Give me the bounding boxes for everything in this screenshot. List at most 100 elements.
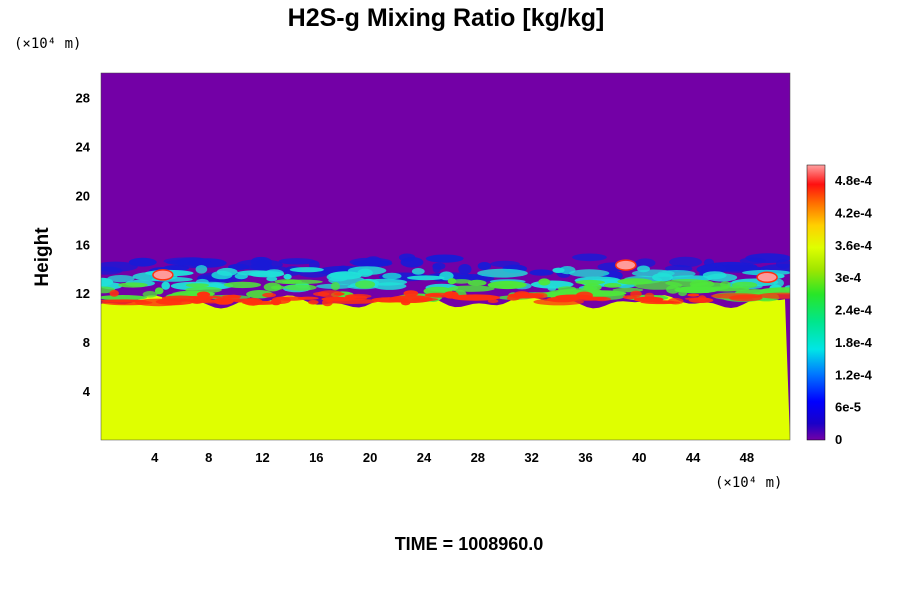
x-tick-label: 16 xyxy=(309,450,323,465)
x-tick-label: 40 xyxy=(632,450,646,465)
interface-blob xyxy=(617,278,653,285)
interface-blob xyxy=(687,293,700,297)
interface-blob xyxy=(678,290,687,297)
y-tick-label: 12 xyxy=(76,286,90,301)
interface-blob xyxy=(403,290,419,297)
interface-blob xyxy=(355,280,376,289)
interface-blob xyxy=(487,280,527,290)
interface-blob xyxy=(583,285,595,291)
colorbar-tick-label: 2.4e-4 xyxy=(835,303,873,318)
interface-blob xyxy=(458,264,472,275)
interface-blob xyxy=(154,287,164,295)
interface-blob xyxy=(266,276,278,282)
colorbar xyxy=(806,164,826,441)
interface-blob xyxy=(631,269,675,278)
interface-blob xyxy=(757,292,790,299)
interface-blob xyxy=(731,281,758,289)
interface-blob xyxy=(347,295,368,301)
interface-blob xyxy=(506,295,520,301)
interface-blob xyxy=(710,293,763,299)
y-tick-label: 8 xyxy=(83,335,90,350)
colorbar-tick-label: 4.8e-4 xyxy=(835,173,873,188)
interface-blob xyxy=(185,283,209,288)
interface-blob xyxy=(128,257,157,267)
interface-blob xyxy=(406,275,445,281)
x-tick-label: 36 xyxy=(578,450,592,465)
interface-blob xyxy=(669,256,702,268)
colorbar-tick-label: 1.8e-4 xyxy=(835,335,873,350)
interface-blob xyxy=(443,291,459,299)
interface-blob xyxy=(538,278,551,286)
interface-blob xyxy=(575,291,593,300)
interface-blob xyxy=(400,257,424,268)
x-tick-labels: 4 8 12 16 20 24 28 32 36 40 44 48 xyxy=(151,450,754,465)
interface-blob xyxy=(593,296,611,302)
interface-blob xyxy=(234,273,248,280)
interface-blob xyxy=(161,281,170,290)
interface-blob xyxy=(365,256,382,265)
interface-blob xyxy=(274,279,302,284)
plot-frame xyxy=(100,72,791,441)
interface-blob xyxy=(773,278,784,288)
interface-blob xyxy=(575,279,605,285)
interface-blob xyxy=(216,267,238,276)
interface-blob xyxy=(719,281,731,288)
interface-blob xyxy=(289,267,324,273)
interface-blob xyxy=(451,279,472,284)
interface-blob xyxy=(262,292,276,298)
interface-blob xyxy=(666,285,680,294)
interface-blob xyxy=(317,290,343,298)
interface-blob xyxy=(223,281,262,289)
lower-region xyxy=(101,295,790,440)
interface-blob xyxy=(569,269,610,278)
x-axis-unit: (×10⁴ m) xyxy=(715,475,782,491)
colorbar-tick-label: 4.2e-4 xyxy=(835,206,873,221)
interface-blob xyxy=(107,275,135,283)
colorbar-tick-label: 3e-4 xyxy=(835,270,862,285)
interface-blob xyxy=(326,272,350,282)
interface-blob xyxy=(373,282,407,290)
interface-blob xyxy=(715,264,761,273)
y-tick-label: 20 xyxy=(76,188,90,203)
colorbar-tick-label: 0 xyxy=(835,432,842,447)
y-tick-label: 24 xyxy=(76,139,91,154)
interface-blob xyxy=(188,295,223,299)
y-tick-labels: 4 8 12 16 20 24 28 xyxy=(76,91,91,400)
interface-blob xyxy=(278,258,316,265)
time-label: TIME = 1008960.0 xyxy=(395,534,544,554)
interface-blob xyxy=(242,300,278,305)
interface-blob xyxy=(263,282,282,292)
interface-blob xyxy=(490,260,520,268)
interface-blob xyxy=(635,258,656,268)
interface-blob xyxy=(333,292,345,296)
interface-blob xyxy=(688,297,714,303)
interface-blob xyxy=(776,259,790,269)
interface-blob xyxy=(322,298,333,307)
interface-blob xyxy=(142,291,158,298)
interface-bands xyxy=(101,253,790,307)
x-tick-label: 48 xyxy=(740,450,754,465)
interface-blob xyxy=(248,271,285,278)
interface-blob xyxy=(603,283,622,288)
y-tick-label: 16 xyxy=(76,237,90,252)
interface-blob xyxy=(235,259,283,271)
interface-blob xyxy=(675,286,706,292)
interface-blob xyxy=(572,253,607,262)
x-tick-label: 4 xyxy=(151,450,159,465)
interface-blob xyxy=(101,261,138,272)
x-tick-label: 24 xyxy=(417,450,432,465)
interface-blob xyxy=(382,272,402,280)
interface-blob xyxy=(739,257,766,264)
interface-blob xyxy=(425,254,464,263)
interface-blob xyxy=(195,265,208,274)
x-tick-label: 20 xyxy=(363,450,377,465)
interface-blob xyxy=(101,277,114,287)
interface-blob xyxy=(477,262,492,270)
interface-blob xyxy=(227,294,240,301)
interface-peak xyxy=(756,271,778,284)
y-axis-unit: (×10⁴ m) xyxy=(14,36,81,52)
interface-blob xyxy=(275,296,306,301)
interface-peak xyxy=(615,259,637,271)
colorbar-tick-label: 3.6e-4 xyxy=(835,238,873,253)
interface-blob xyxy=(283,273,292,280)
